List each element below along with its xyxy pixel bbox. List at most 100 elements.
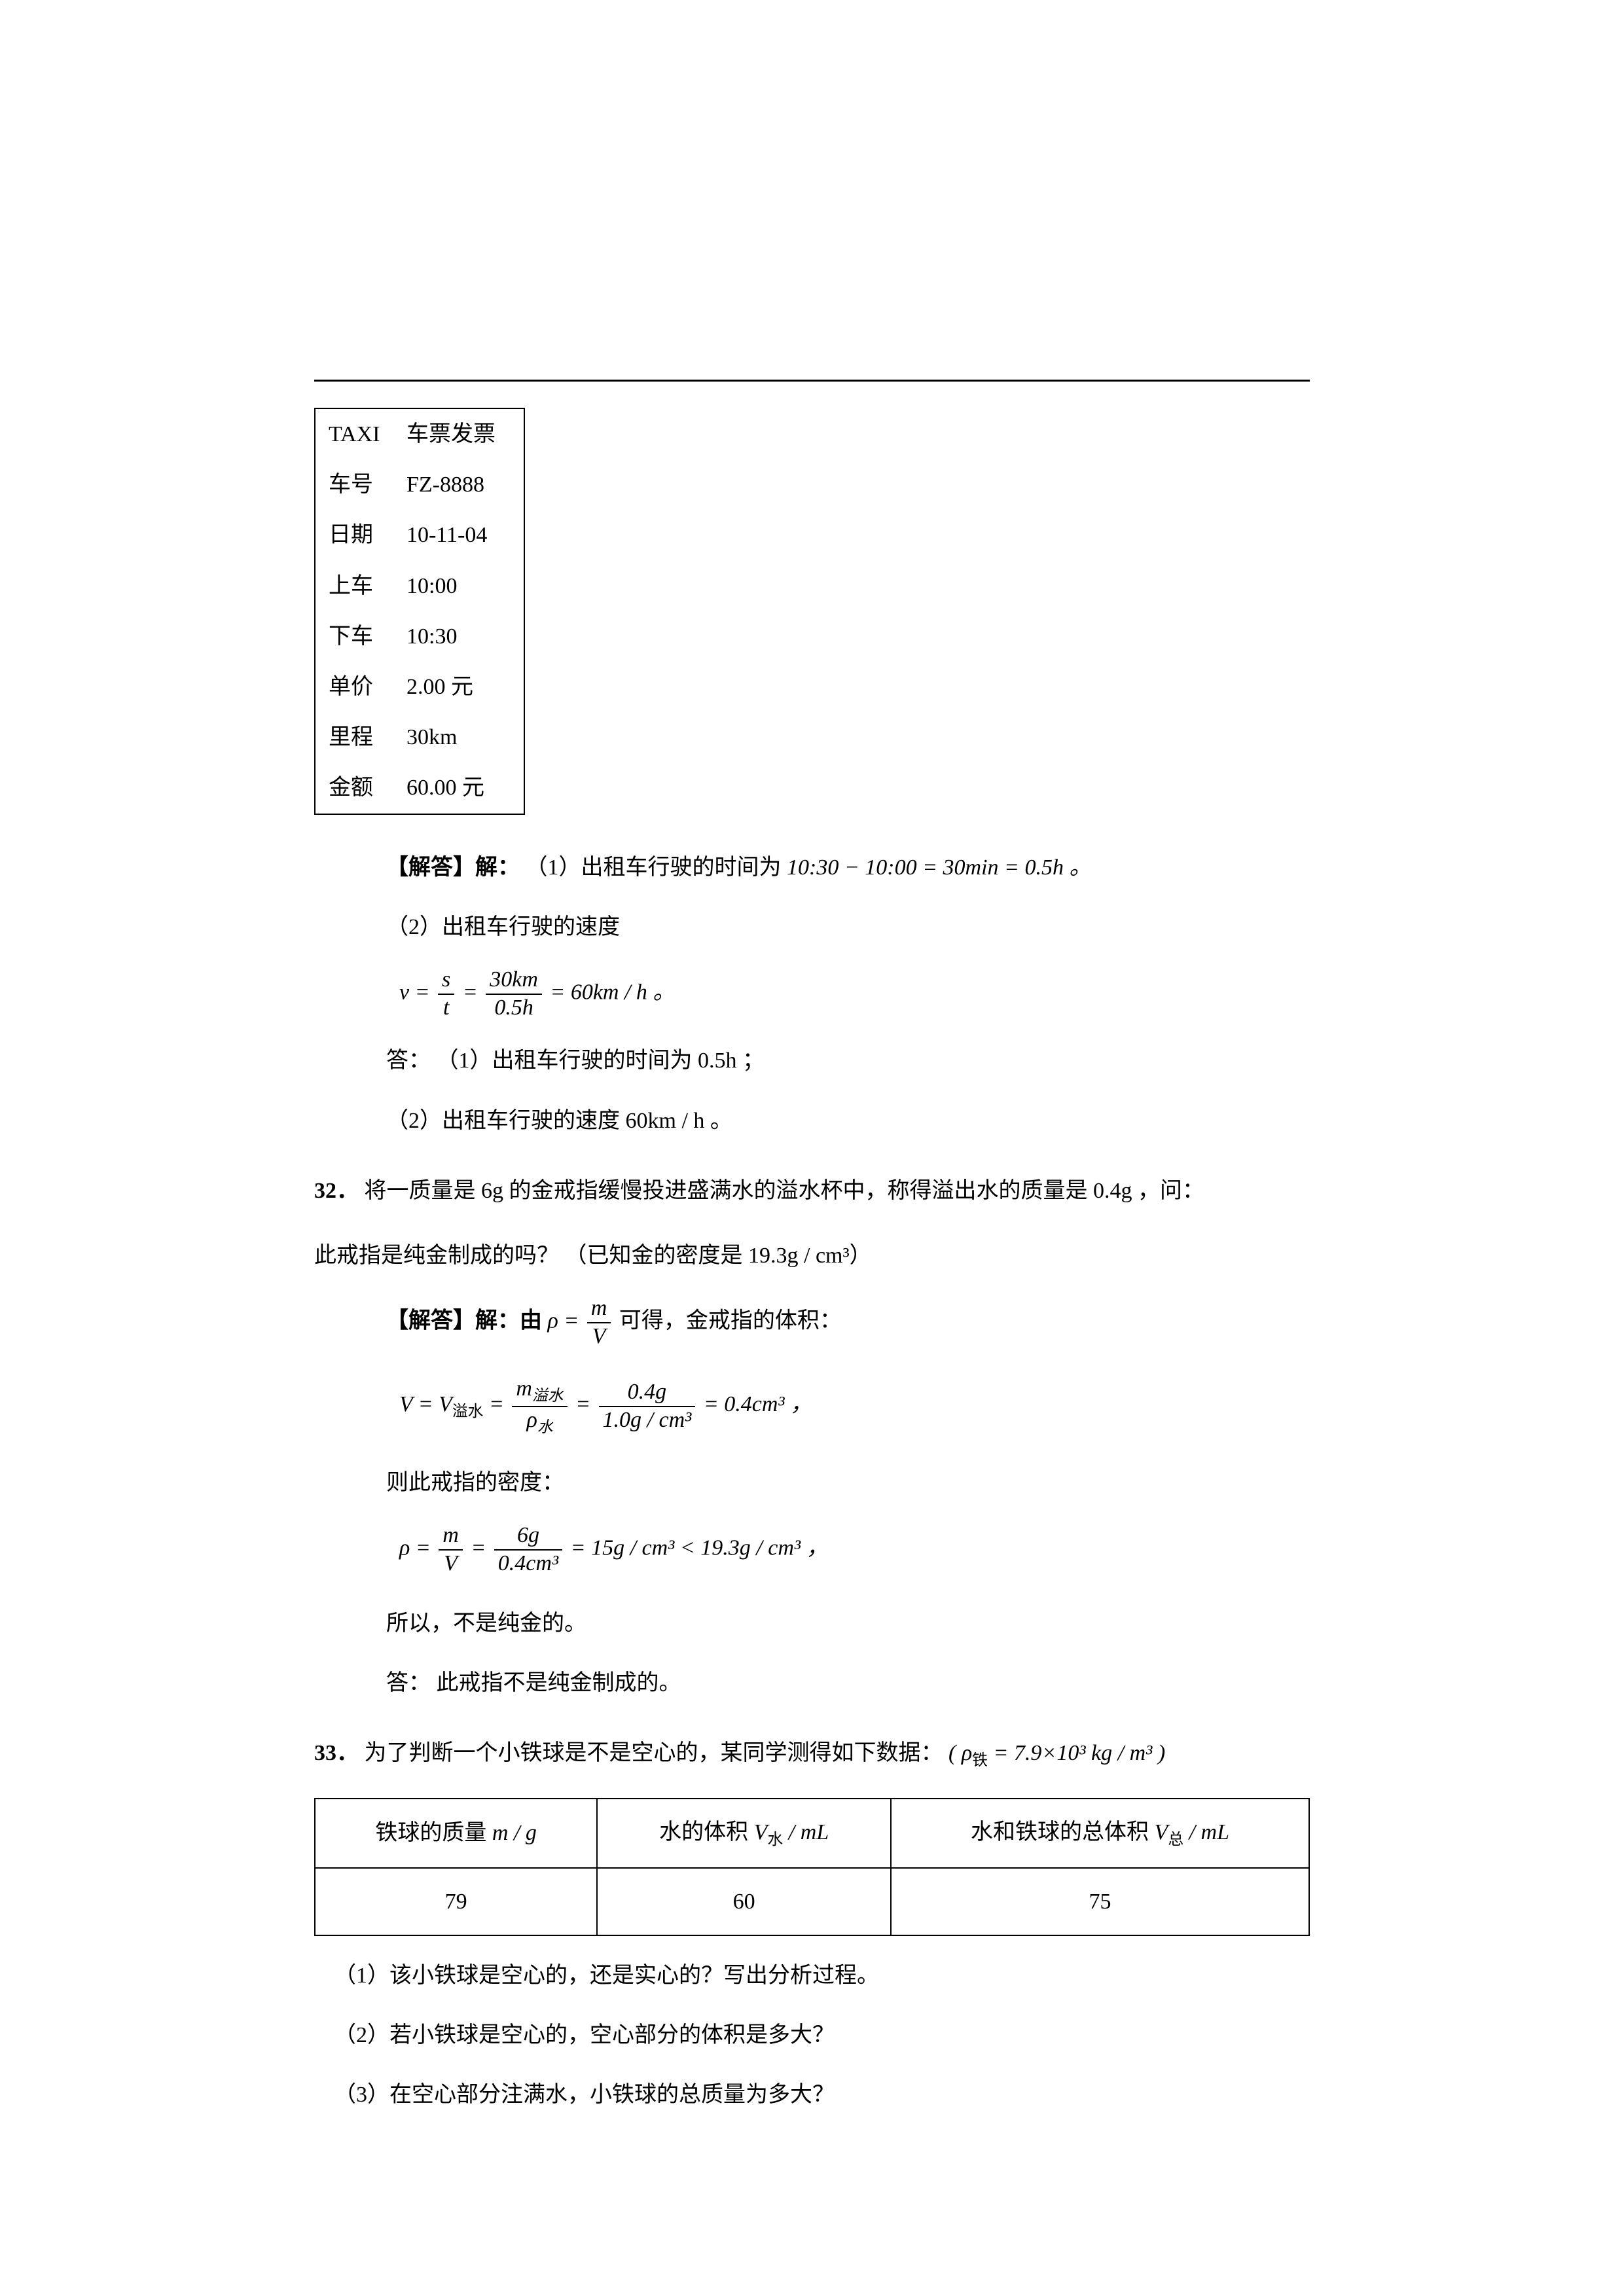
- question-32-line2: 此戒指是纯金制成的吗？ （已知金的密度是 19.3g / cm³）: [314, 1236, 1310, 1276]
- question-32: 32． 将一质量是 6g 的金戒指缓慢投进盛满水的溢水杯中，称得溢出水的质量是 …: [314, 1167, 1310, 1216]
- fraction: m V: [439, 1522, 463, 1577]
- formula-line: v = s t = 30km 0.5h = 60km / h 。: [314, 967, 1310, 1022]
- sub-question-text: （3）在空心部分注满水，小铁球的总质量为多大？: [334, 2083, 835, 2107]
- numerator: m: [587, 1295, 611, 1323]
- fraction: m溢水 ρ水: [512, 1376, 567, 1437]
- numerator: 6g: [494, 1522, 562, 1551]
- solution-text: 可得，金戒指的体积：: [619, 1308, 842, 1333]
- formula-eq: =: [415, 980, 430, 1004]
- table-row: TAXI 车票发票: [315, 408, 524, 459]
- answer-line: 答： 此戒指不是纯金制成的。: [314, 1663, 1310, 1703]
- formula-eq: =: [575, 1393, 596, 1417]
- formula-result: = 0.4cm³ ，: [704, 1393, 812, 1417]
- data-table: 铁球的质量 m / g 水的体积 V水 / mL 水和铁球的总体积 V总 / m…: [314, 1798, 1310, 1936]
- solution-text: （1）出租车行驶的时间为: [526, 855, 782, 880]
- numerator: m溢水: [512, 1376, 567, 1407]
- rho-value: = 7.9×10³ kg / m³ ): [988, 1741, 1165, 1765]
- receipt-label: 上车: [315, 561, 393, 611]
- solution-line: 则此戒指的密度：: [314, 1463, 1310, 1503]
- numerator: 30km: [486, 967, 542, 995]
- denominator: 0.5h: [486, 995, 542, 1022]
- taxi-receipt-table: TAXI 车票发票 车号 FZ-8888 日期 10-11-04 上车 10:0…: [314, 408, 525, 815]
- receipt-value: 30km: [393, 712, 524, 762]
- question-text: 此戒指是纯金制成的吗？ （已知金的密度是 19.3g / cm³）: [314, 1244, 872, 1268]
- formula-line: ρ = m V = 6g 0.4cm³ = 15g / cm³ < 19.3g …: [314, 1522, 1310, 1577]
- receipt-label: 日期: [315, 510, 393, 560]
- denominator: V: [439, 1551, 463, 1577]
- sub-question-text: （1）该小铁球是空心的，还是实心的？写出分析过程。: [334, 1964, 879, 1988]
- receipt-value: 60.00 元: [393, 762, 524, 814]
- question-number: 33．: [314, 1741, 359, 1765]
- formula-eq: =: [471, 1536, 491, 1560]
- receipt-value: FZ-8888: [393, 459, 524, 510]
- numerator: m: [439, 1522, 463, 1551]
- receipt-label: 车号: [315, 459, 393, 510]
- subscript: 溢水: [452, 1403, 484, 1420]
- receipt-label: 单价: [315, 662, 393, 712]
- sub-question-text: （2）若小铁球是空心的，空心部分的体积是多大？: [334, 2023, 835, 2047]
- fraction: 0.4g 1.0g / cm³: [599, 1379, 696, 1434]
- formula-eq: =: [463, 980, 478, 1004]
- table-header-row: 铁球的质量 m / g 水的体积 V水 / mL 水和铁球的总体积 V总 / m…: [315, 1799, 1309, 1868]
- table-row: 单价 2.00 元: [315, 662, 524, 712]
- fraction: 30km 0.5h: [486, 967, 542, 1022]
- table-row: 里程 30km: [315, 712, 524, 762]
- solution-label: 【解答】解：由: [386, 1308, 542, 1333]
- solution-equation: 10:30 − 10:00 = 30min = 0.5h 。: [787, 855, 1091, 880]
- receipt-value: 10:00: [393, 561, 524, 611]
- answer-label: 答：: [386, 1671, 431, 1695]
- table-header: 铁球的质量 m / g: [315, 1799, 597, 1868]
- table-row: 车号 FZ-8888: [315, 459, 524, 510]
- receipt-value: 车票发票: [393, 408, 524, 459]
- table-row: 金额 60.00 元: [315, 762, 524, 814]
- denominator: ρ水: [512, 1407, 567, 1437]
- denominator: 0.4cm³: [494, 1551, 562, 1577]
- rho-expression: ( ρ: [948, 1741, 972, 1765]
- formula-result: = 15g / cm³ < 19.3g / cm³ ，: [571, 1536, 829, 1560]
- table-row: 上车 10:00: [315, 561, 524, 611]
- numerator: 0.4g: [599, 1379, 696, 1407]
- formula-var: v: [399, 980, 409, 1004]
- denominator: 1.0g / cm³: [599, 1407, 696, 1434]
- answer-text: 此戒指不是纯金制成的。: [437, 1671, 681, 1695]
- denominator: V: [587, 1323, 611, 1350]
- formula-var: ρ =: [548, 1308, 579, 1333]
- answer-label: 答：: [386, 1049, 431, 1073]
- table-header: 水的体积 V水 / mL: [597, 1799, 891, 1868]
- answer-line: （2）出租车行驶的速度 60km / h 。: [314, 1101, 1310, 1141]
- table-cell: 79: [315, 1868, 597, 1935]
- denominator: t: [438, 995, 454, 1022]
- answer-text: （2）出租车行驶的速度 60km / h 。: [386, 1109, 732, 1133]
- formula-line: V = V溢水 = m溢水 ρ水 = 0.4g 1.0g / cm³ = 0.4…: [314, 1376, 1310, 1437]
- fraction: s t: [438, 967, 454, 1022]
- question-number: 32．: [314, 1179, 359, 1203]
- solution-label: 【解答】解：: [386, 855, 520, 880]
- receipt-label: TAXI: [315, 408, 393, 459]
- table-cell: 75: [891, 1868, 1309, 1935]
- question-text: 为了判断一个小铁球是不是空心的，某同学测得如下数据：: [365, 1741, 943, 1765]
- solution-line: 【解答】解：由 ρ = m V 可得，金戒指的体积：: [314, 1295, 1310, 1350]
- horizontal-rule: [314, 380, 1310, 382]
- formula-lhs: V = V: [399, 1393, 452, 1417]
- sub-question: （2）若小铁球是空心的，空心部分的体积是多大？: [314, 2015, 1310, 2055]
- subscript: 铁: [972, 1752, 988, 1769]
- fraction: m V: [587, 1295, 611, 1350]
- receipt-label: 金额: [315, 762, 393, 814]
- receipt-label: 下车: [315, 611, 393, 662]
- table-cell: 60: [597, 1868, 891, 1935]
- table-row: 79 60 75: [315, 1868, 1309, 1935]
- answer-text: （1）出租车行驶的时间为 0.5h ；: [437, 1049, 765, 1073]
- question-33: 33． 为了判断一个小铁球是不是空心的，某同学测得如下数据： ( ρ铁 = 7.…: [314, 1729, 1310, 1778]
- receipt-value: 10:30: [393, 611, 524, 662]
- receipt-value: 10-11-04: [393, 510, 524, 560]
- table-row: 下车 10:30: [315, 611, 524, 662]
- solution-text: 则此戒指的密度：: [386, 1471, 564, 1495]
- numerator: s: [438, 967, 454, 995]
- answer-line: 答： （1）出租车行驶的时间为 0.5h ；: [314, 1041, 1310, 1081]
- question-text: 将一质量是 6g 的金戒指缓慢投进盛满水的溢水杯中，称得溢出水的质量是 0.4g…: [365, 1179, 1205, 1203]
- table-row: 日期 10-11-04: [315, 510, 524, 560]
- formula-lhs: ρ =: [399, 1536, 436, 1560]
- formula-result: = 60km / h 。: [550, 980, 675, 1004]
- solution-line: （2）出租车行驶的速度: [314, 907, 1310, 947]
- receipt-value: 2.00 元: [393, 662, 524, 712]
